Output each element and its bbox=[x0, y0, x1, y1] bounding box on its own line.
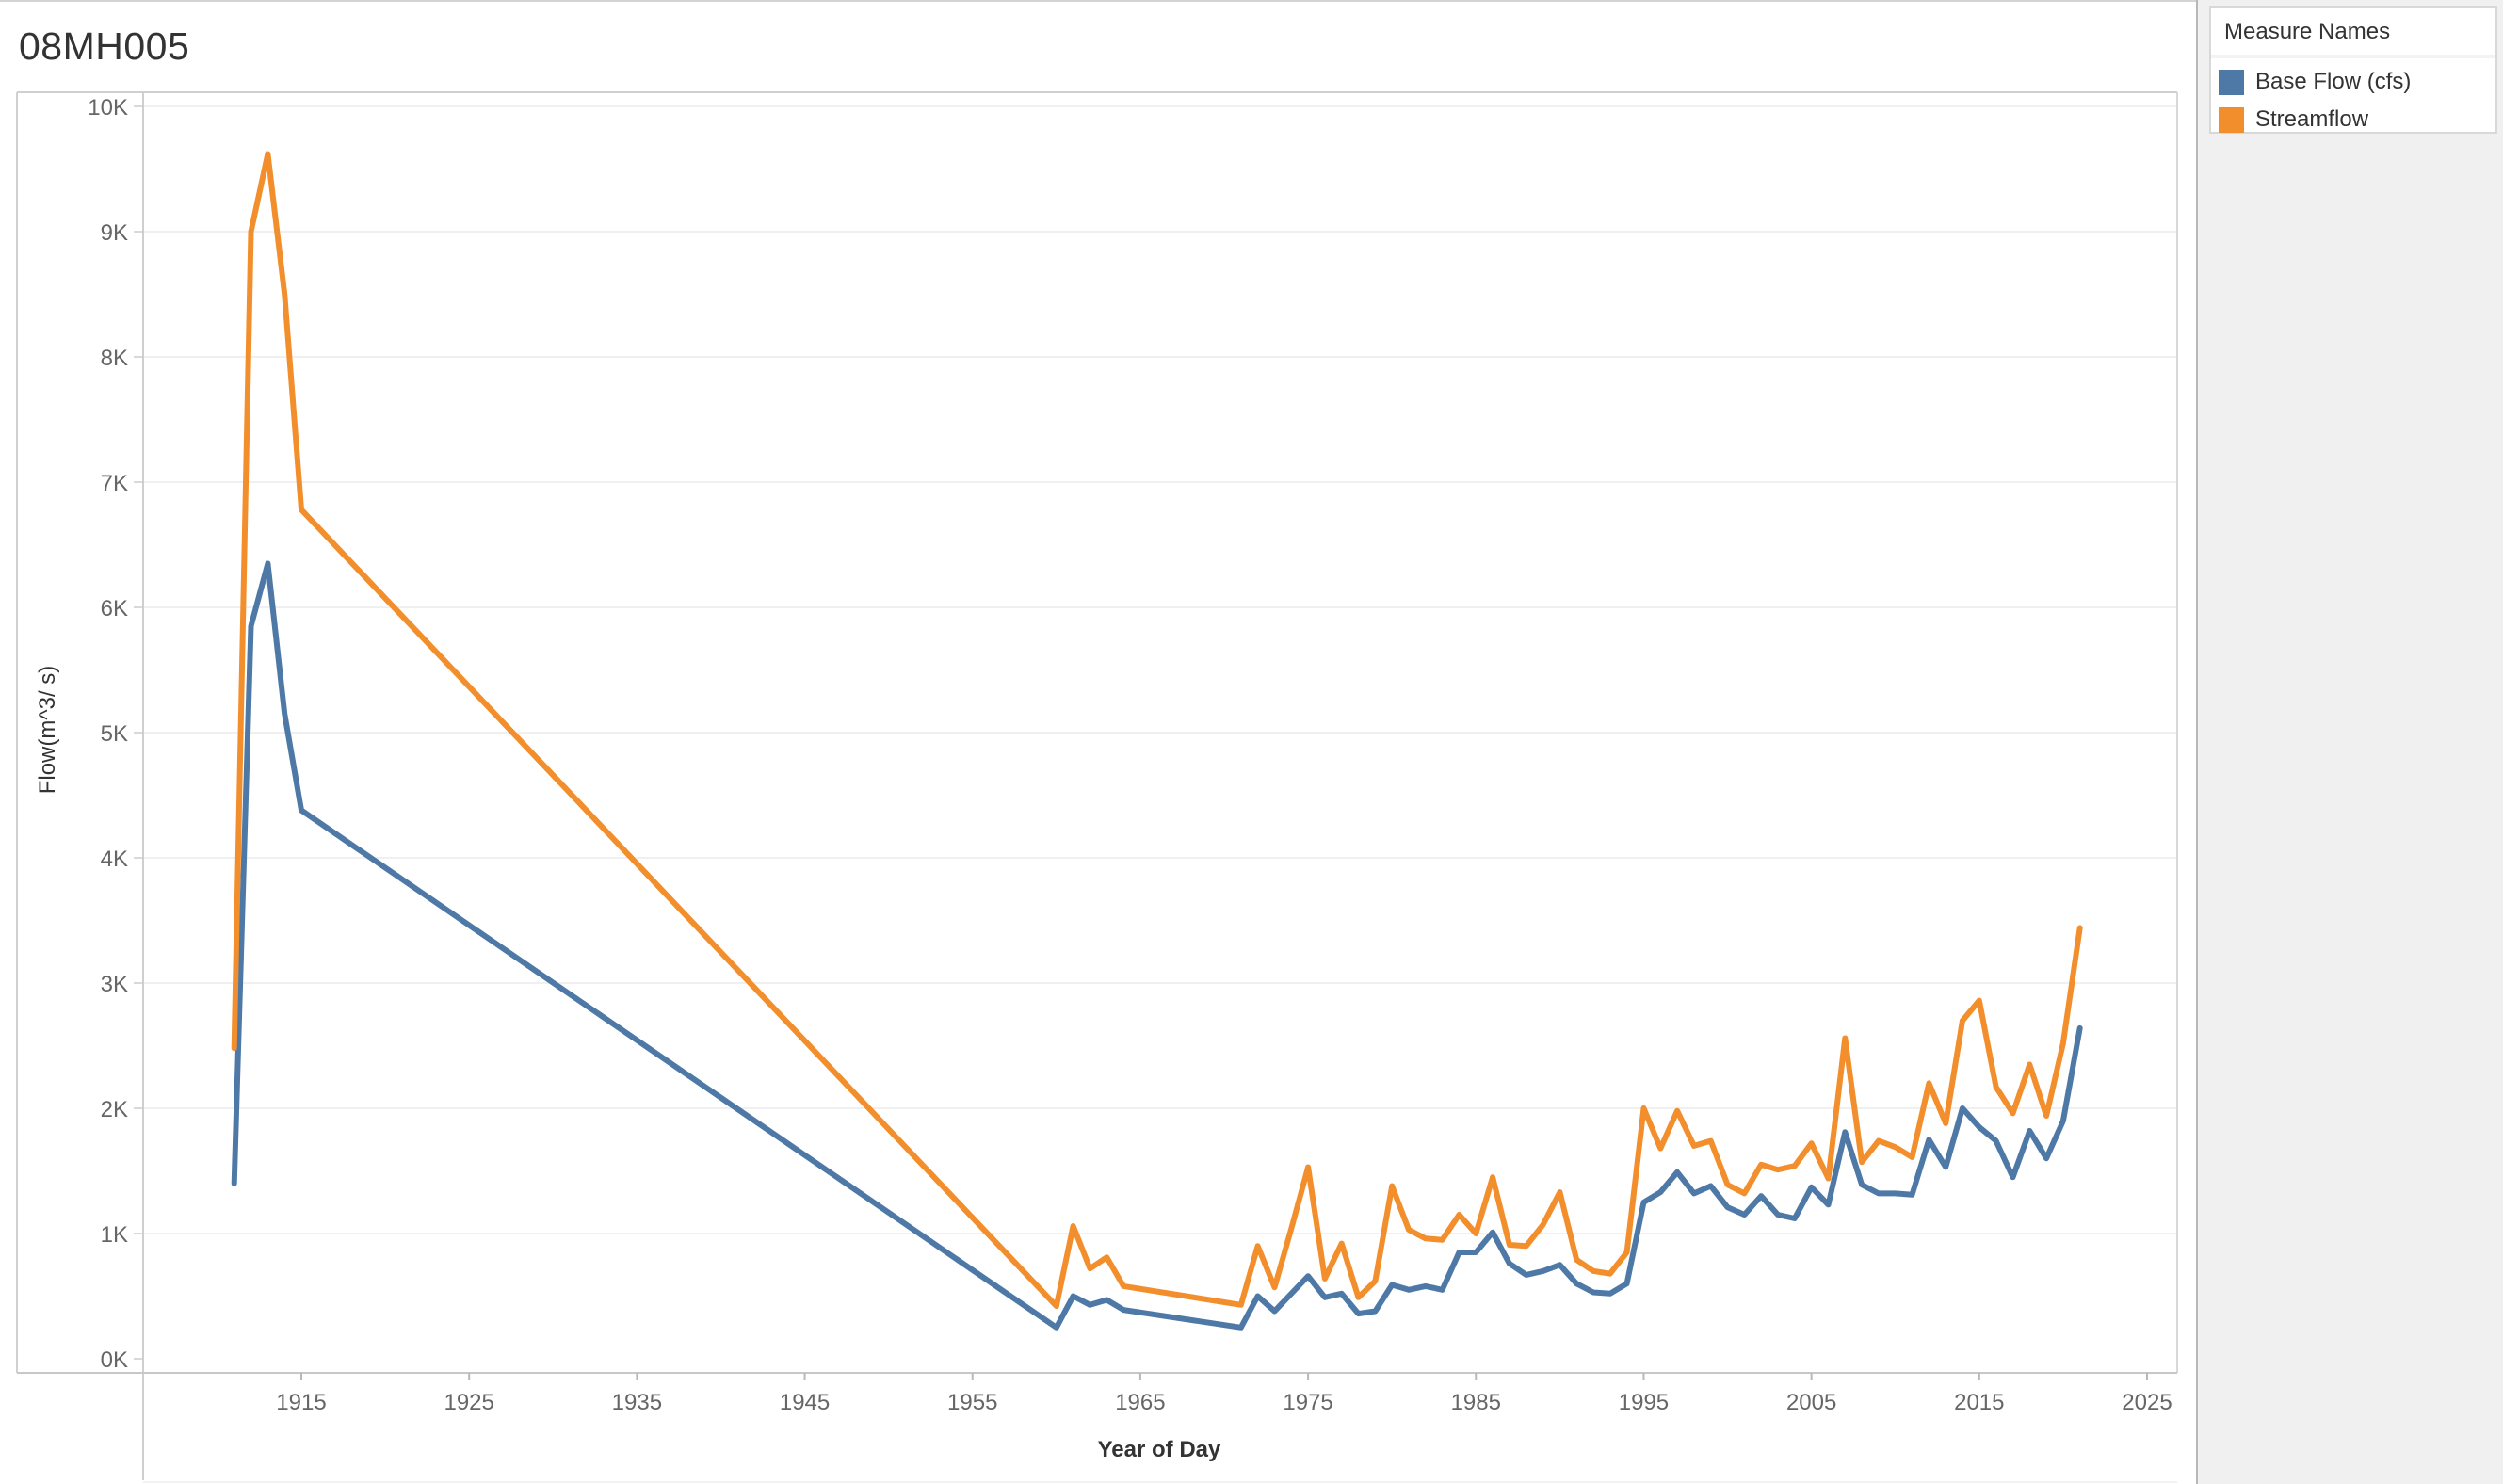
x-axis-ticks: 1915 1925 1935 1945 1955 1965 1975 1985 1995 2005… bbox=[276, 1373, 2172, 1415]
y-tick-label: 5K bbox=[101, 721, 128, 747]
y-tick-label: 4K bbox=[101, 847, 128, 872]
y-tick-label: 3K bbox=[101, 972, 128, 997]
x-tick-label: 1975 bbox=[1283, 1390, 1332, 1415]
legend-swatch-base-flow bbox=[2219, 69, 2244, 95]
worksheet-pane: 08MH005 0K 1K 2K 3K 4K 5K 6K 7K 8K 9K 10K 1915 1925… bbox=[0, 2, 2196, 1484]
x-tick-label: 2005 bbox=[1786, 1390, 1836, 1415]
y-tick-label: 0K bbox=[101, 1347, 128, 1373]
x-tick-label: 1925 bbox=[444, 1390, 493, 1415]
x-tick-label: 1935 bbox=[612, 1390, 662, 1415]
y-tick-label: 1K bbox=[101, 1222, 128, 1248]
y-tick-label: 7K bbox=[101, 471, 128, 496]
legend-label-base-flow: Base Flow (cfs) bbox=[2255, 69, 2412, 94]
x-tick-label: 1955 bbox=[947, 1390, 997, 1415]
top-border bbox=[0, 0, 2503, 2]
y-tick-label: 10K bbox=[88, 95, 128, 121]
legend-item-base-flow[interactable]: Base Flow (cfs) bbox=[2219, 66, 2411, 98]
x-tick-label: 1945 bbox=[780, 1390, 830, 1415]
x-tick-label: 2015 bbox=[1954, 1390, 2004, 1415]
y-axis-ticks: 0K 1K 2K 3K 4K 5K 6K 7K 8K 9K 10K bbox=[88, 95, 143, 1373]
y-tick-label: 9K bbox=[101, 220, 128, 246]
plot-frame bbox=[16, 91, 2178, 1483]
series-line-streamflow[interactable] bbox=[231, 151, 2083, 1310]
legend[interactable]: Measure Names Base Flow (cfs) Streamflow bbox=[2209, 6, 2497, 134]
x-tick-label: 1965 bbox=[1115, 1390, 1165, 1415]
y-tick-label: 2K bbox=[101, 1097, 128, 1122]
x-tick-label: 2025 bbox=[2122, 1390, 2172, 1415]
legend-label-streamflow: Streamflow bbox=[2255, 106, 2369, 132]
pane-divider[interactable] bbox=[2196, 0, 2198, 1484]
x-tick-label: 1995 bbox=[1619, 1390, 1669, 1415]
legend-title: Measure Names bbox=[2224, 19, 2391, 44]
x-tick-label: 1915 bbox=[276, 1390, 326, 1415]
legend-separator bbox=[2211, 55, 2495, 58]
grid-lines bbox=[143, 105, 2177, 1234]
legend-swatch-streamflow bbox=[2219, 106, 2244, 133]
page-title: 08MH005 bbox=[19, 24, 190, 68]
y-tick-label: 6K bbox=[101, 596, 128, 621]
x-tick-label: 1985 bbox=[1451, 1390, 1501, 1415]
legend-item-streamflow[interactable]: Streamflow bbox=[2219, 104, 2368, 136]
x-axis-label: Year of Day bbox=[1098, 1437, 1221, 1462]
y-axis-label: Flow(m^3/ s) bbox=[35, 666, 60, 795]
chart[interactable]: 0K 1K 2K 3K 4K 5K 6K 7K 8K 9K 10K 1915 1925 1935 1945… bbox=[0, 2, 2196, 1484]
series-lines bbox=[231, 151, 2083, 1331]
y-tick-label: 8K bbox=[101, 346, 128, 371]
legend-pane bbox=[2198, 0, 2503, 1484]
series-line-base-flow[interactable] bbox=[231, 560, 2083, 1331]
